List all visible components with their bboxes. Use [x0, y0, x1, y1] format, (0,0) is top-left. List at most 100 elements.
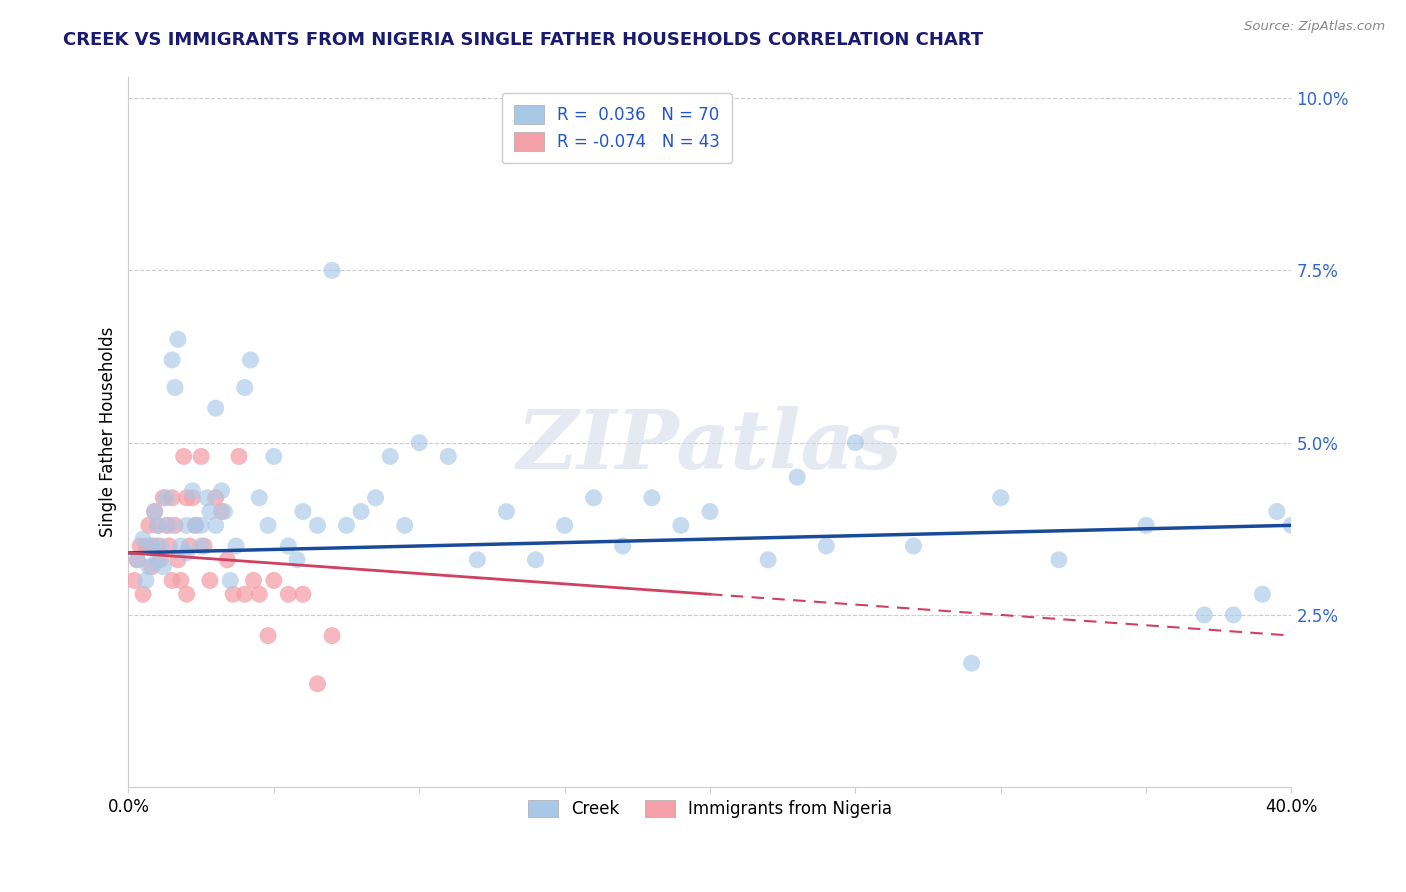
Point — [467, 553, 489, 567]
Point — [815, 539, 838, 553]
Point — [176, 546, 198, 560]
Point — [844, 435, 866, 450]
Point — [176, 491, 198, 505]
Point — [554, 518, 576, 533]
Point — [204, 518, 226, 533]
Point — [277, 587, 299, 601]
Point — [285, 553, 308, 567]
Point — [157, 539, 180, 553]
Point — [1222, 607, 1244, 622]
Text: Source: ZipAtlas.com: Source: ZipAtlas.com — [1244, 20, 1385, 33]
Text: CREEK VS IMMIGRANTS FROM NIGERIA SINGLE FATHER HOUSEHOLDS CORRELATION CHART: CREEK VS IMMIGRANTS FROM NIGERIA SINGLE … — [63, 31, 983, 49]
Point — [146, 553, 169, 567]
Point — [176, 518, 198, 533]
Point — [291, 504, 314, 518]
Point — [124, 574, 146, 588]
Point — [225, 539, 247, 553]
Point — [127, 553, 149, 567]
Point — [167, 553, 190, 567]
Point — [146, 539, 169, 553]
Point — [152, 491, 174, 505]
Point — [217, 553, 239, 567]
Point — [1265, 504, 1288, 518]
Point — [263, 450, 285, 464]
Point — [157, 518, 180, 533]
Point — [364, 491, 387, 505]
Point — [160, 491, 183, 505]
Point — [233, 380, 256, 394]
Point — [1251, 587, 1274, 601]
Point — [233, 587, 256, 601]
Point — [247, 587, 270, 601]
Point — [198, 504, 221, 518]
Point — [239, 353, 262, 368]
Point — [990, 491, 1012, 505]
Point — [160, 353, 183, 368]
Point — [211, 483, 233, 498]
Point — [756, 553, 779, 567]
Point — [181, 483, 204, 498]
Point — [307, 518, 329, 533]
Point — [219, 574, 242, 588]
Point — [170, 539, 193, 553]
Point — [167, 332, 190, 346]
Point — [135, 539, 157, 553]
Point — [669, 518, 692, 533]
Point — [242, 574, 264, 588]
Point — [1281, 518, 1303, 533]
Point — [1135, 518, 1157, 533]
Point — [247, 491, 270, 505]
Point — [155, 518, 177, 533]
Point — [132, 532, 155, 546]
Point — [394, 518, 416, 533]
Point — [160, 574, 183, 588]
Point — [149, 553, 172, 567]
Point — [152, 559, 174, 574]
Point — [222, 587, 245, 601]
Point — [786, 470, 808, 484]
Point — [173, 450, 195, 464]
Point — [149, 539, 172, 553]
Point — [143, 504, 166, 518]
Point — [176, 587, 198, 601]
Point — [408, 435, 430, 450]
Point — [198, 574, 221, 588]
Point — [1047, 553, 1070, 567]
Point — [582, 491, 605, 505]
Point — [524, 553, 547, 567]
Point — [184, 518, 207, 533]
Point — [291, 587, 314, 601]
Point — [129, 539, 152, 553]
Point — [211, 504, 233, 518]
Point — [190, 539, 212, 553]
Point — [181, 491, 204, 505]
Point — [350, 504, 373, 518]
Point — [163, 518, 186, 533]
Point — [321, 629, 343, 643]
Point — [204, 401, 226, 416]
Point — [612, 539, 634, 553]
Point — [155, 491, 177, 505]
Point — [378, 450, 401, 464]
Point — [143, 504, 166, 518]
Point — [277, 539, 299, 553]
Point — [437, 450, 460, 464]
Point — [228, 450, 250, 464]
Point — [146, 518, 169, 533]
Point — [141, 539, 163, 553]
Point — [163, 380, 186, 394]
Point — [335, 518, 357, 533]
Point — [138, 559, 160, 574]
Point — [138, 518, 160, 533]
Point — [257, 629, 280, 643]
Point — [141, 559, 163, 574]
Point — [204, 491, 226, 505]
Point — [184, 518, 207, 533]
Point — [127, 553, 149, 567]
Point — [307, 677, 329, 691]
Point — [179, 539, 201, 553]
Point — [170, 574, 193, 588]
Point — [263, 574, 285, 588]
Point — [641, 491, 664, 505]
Point — [190, 450, 212, 464]
